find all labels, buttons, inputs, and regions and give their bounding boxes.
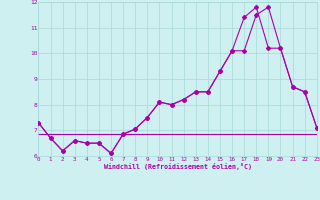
X-axis label: Windchill (Refroidissement éolien,°C): Windchill (Refroidissement éolien,°C) (104, 163, 252, 170)
